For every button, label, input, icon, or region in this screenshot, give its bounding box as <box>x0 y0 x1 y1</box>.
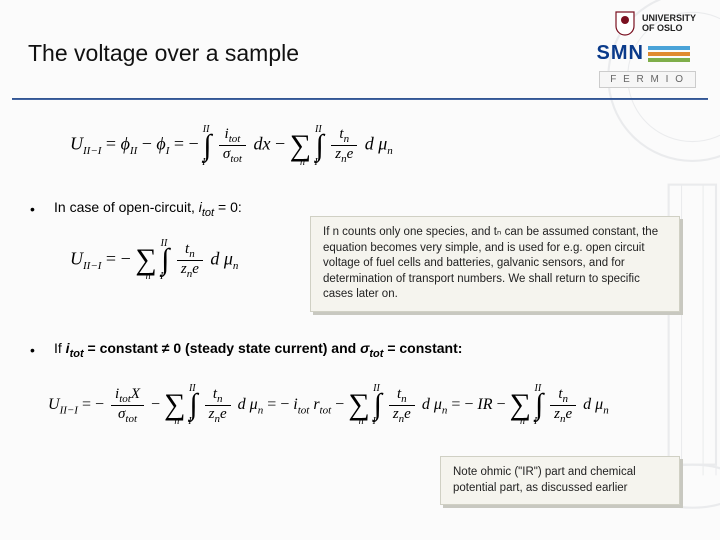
equation-main: UII−I = ϕII − ϕI = − ∫III itot σtot dx −… <box>70 126 690 165</box>
fermio-logo: F E R M I O <box>599 71 696 88</box>
smn-bars-icon <box>648 46 690 62</box>
integral-icon: ∫III <box>374 388 382 422</box>
sum-icon: ∑n <box>164 388 185 422</box>
uio-line1: UNIVERSITY <box>642 13 696 23</box>
note-species: If n counts only one species, and tₙ can… <box>310 216 680 312</box>
sum-icon: ∑n <box>348 388 369 422</box>
smn-logo: SMN <box>591 40 696 67</box>
bullet-icon: • <box>30 340 34 358</box>
uio-logo: UNIVERSITY OF OSLO <box>614 10 696 36</box>
bullet-icon: • <box>30 199 34 217</box>
sum-icon: ∑n <box>290 129 311 163</box>
slide-content: UII−I = ϕII − ϕI = − ∫III itot σtot dx −… <box>30 118 690 425</box>
equation-steady-state: UII−I = − itotX σtot − ∑n ∫III tn zne dd… <box>48 386 690 425</box>
sum-icon: ∑n <box>135 243 156 277</box>
integral-icon: ∫III <box>203 129 211 163</box>
uio-crest-icon <box>614 10 636 36</box>
sum-icon: ∑n <box>510 388 531 422</box>
integral-icon: ∫III <box>535 388 543 422</box>
smn-text: SMN <box>597 42 644 65</box>
header-divider <box>12 98 708 100</box>
uio-line2: OF OSLO <box>642 23 696 33</box>
integral-icon: ∫III <box>316 129 324 163</box>
note-ohmic: Note ohmic ("IR") part and chemical pote… <box>440 456 680 505</box>
slide-title: The voltage over a sample <box>28 40 299 67</box>
integral-icon: ∫III <box>189 388 197 422</box>
bullet-steady-state: • If itot = constant ≠ 0 (steady state c… <box>30 340 690 360</box>
integral-icon: ∫III <box>161 243 169 277</box>
header-logo-stack: UNIVERSITY OF OSLO SMN F E R M I O <box>591 10 696 88</box>
